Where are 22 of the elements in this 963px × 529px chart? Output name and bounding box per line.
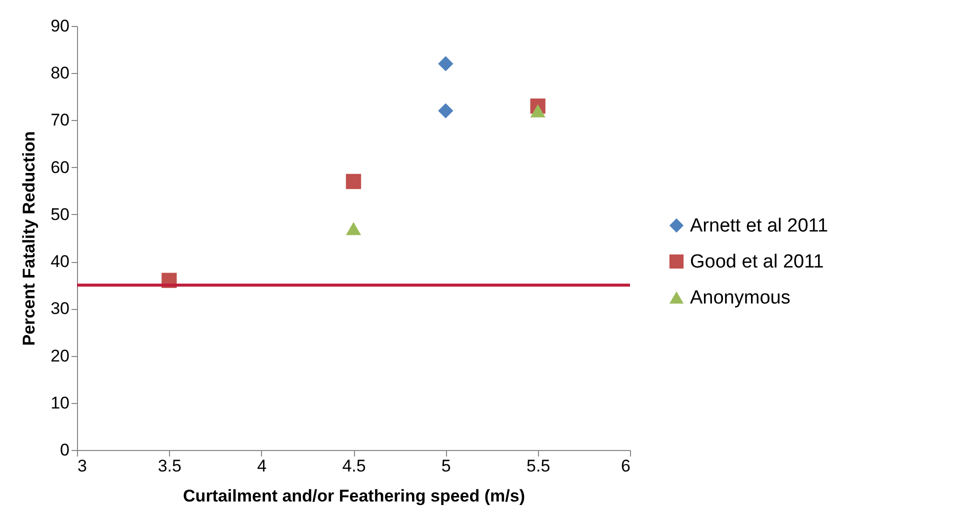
y-tick-label: 20 (50, 346, 70, 366)
y-tick-label: 70 (50, 110, 70, 130)
y-tick-label: 80 (50, 64, 70, 83)
y-axis-title: Percent Fatality Reduction (20, 131, 39, 346)
legend-label: Good et al 2011 (690, 252, 824, 272)
x-tick-label: 5 (441, 456, 451, 476)
x-axis-title: Curtailment and/or Feathering speed (m/s) (183, 486, 525, 506)
x-tick-label: 4.5 (342, 456, 366, 476)
x-tick-label: 3.5 (158, 456, 182, 476)
y-tick-label: 60 (50, 158, 70, 177)
y-tick-label: 50 (50, 204, 70, 224)
y-tick-label: 10 (50, 393, 70, 412)
y-tick-label: 30 (50, 299, 70, 318)
legend-label: Anonymous (690, 288, 790, 308)
x-tick-label: 4 (257, 456, 267, 476)
x-tick-label: 5.5 (526, 456, 550, 476)
y-tick-label: 90 (50, 16, 70, 36)
x-tick-label: 3 (78, 456, 87, 476)
y-tick-label: 40 (50, 252, 70, 272)
y-tick-label: 0 (60, 440, 70, 460)
legend-label: Arnett et al 2011 (690, 216, 828, 236)
x-tick-label: 6 (621, 456, 630, 476)
